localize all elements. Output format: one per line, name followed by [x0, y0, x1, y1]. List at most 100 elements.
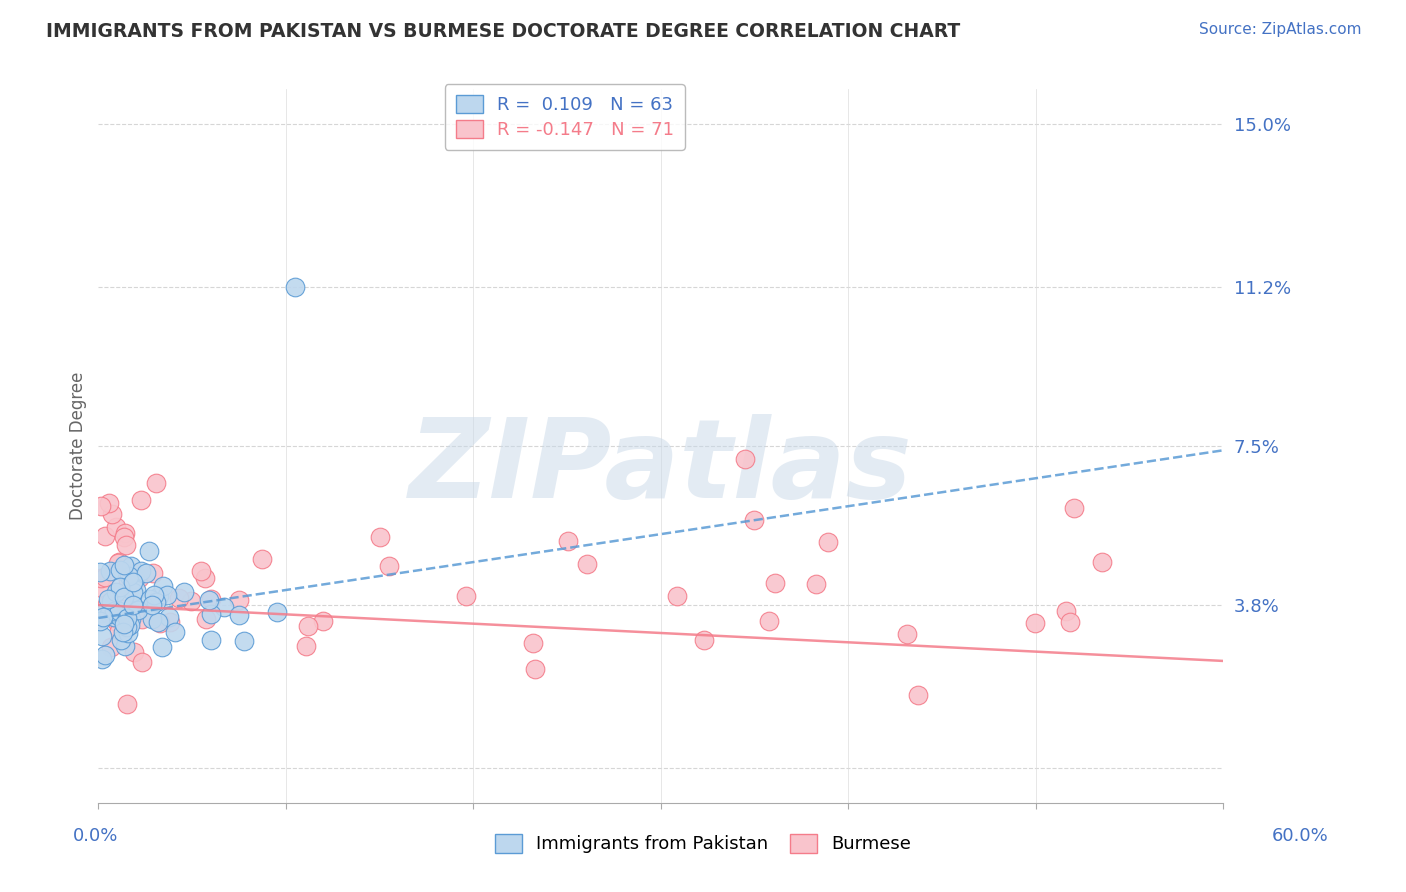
Point [108, 604, 131, 618]
Point [522, 636, 544, 650]
Point [108, 563, 131, 577]
Point [117, 626, 139, 640]
Point [233, 634, 256, 648]
Point [146, 615, 169, 629]
Point [110, 610, 132, 624]
Point [98, 607, 121, 622]
Point [228, 592, 250, 607]
Point [100, 640, 122, 654]
Point [378, 558, 401, 573]
Point [212, 599, 235, 614]
Point [666, 589, 689, 603]
Point [108, 624, 131, 638]
Point [150, 640, 173, 654]
Point [90, 500, 112, 514]
Point [1063, 501, 1085, 516]
Point [100, 507, 122, 521]
Point [110, 633, 132, 648]
Point [312, 615, 335, 629]
Point [167, 591, 190, 606]
Point [101, 605, 124, 619]
Point [148, 590, 170, 604]
Point [157, 610, 180, 624]
Point [763, 576, 786, 591]
Point [112, 602, 135, 616]
Point [90, 651, 112, 665]
Y-axis label: Doctorate Degree: Doctorate Degree [69, 372, 87, 520]
Point [118, 617, 141, 632]
Point [200, 591, 222, 606]
Point [190, 564, 212, 578]
Legend: R =  0.109   N = 63, R = -0.147   N = 71: R = 0.109 N = 63, R = -0.147 N = 71 [444, 84, 685, 150]
Point [98, 564, 121, 578]
Point [112, 590, 135, 604]
Point [297, 618, 319, 632]
Text: 0.0%: 0.0% [73, 827, 118, 845]
Point [195, 612, 218, 626]
Point [125, 583, 148, 598]
Point [96, 598, 118, 612]
Point [131, 612, 153, 626]
Point [114, 640, 136, 654]
Point [693, 633, 716, 648]
Point [557, 534, 579, 549]
Point [250, 551, 273, 566]
Point [1024, 615, 1046, 630]
Point [200, 632, 222, 647]
Point [105, 585, 128, 599]
Point [266, 605, 288, 619]
Point [1054, 604, 1077, 618]
Point [742, 513, 765, 527]
Point [180, 594, 202, 608]
Point [758, 614, 780, 628]
Point [1059, 615, 1081, 629]
Point [120, 612, 142, 626]
Point [94, 570, 117, 584]
Point [108, 580, 131, 594]
Point [117, 573, 139, 587]
Point [112, 558, 135, 572]
Point [295, 639, 318, 653]
Point [806, 577, 828, 591]
Point [100, 594, 122, 608]
Point [145, 475, 167, 490]
Point [94, 648, 117, 663]
Point [454, 589, 477, 603]
Point [129, 492, 152, 507]
Point [107, 556, 129, 570]
Point [89, 566, 111, 580]
Point [103, 604, 125, 618]
Point [149, 616, 172, 631]
Point [145, 594, 167, 608]
Point [284, 280, 307, 294]
Point [94, 528, 117, 542]
Point [114, 617, 136, 632]
Point [122, 575, 145, 590]
Point [131, 564, 153, 578]
Point [103, 610, 125, 624]
Point [112, 530, 135, 544]
Point [156, 588, 179, 602]
Text: 60.0%: 60.0% [1272, 827, 1329, 845]
Point [104, 609, 127, 624]
Point [115, 609, 138, 624]
Point [97, 592, 120, 607]
Point [90, 571, 112, 585]
Point [127, 602, 149, 616]
Point [228, 607, 250, 622]
Point [108, 555, 131, 569]
Point [91, 606, 114, 620]
Point [105, 615, 128, 629]
Point [368, 531, 391, 545]
Point [194, 571, 217, 585]
Point [115, 611, 138, 625]
Point [907, 688, 929, 702]
Point [141, 612, 163, 626]
Point [734, 451, 756, 466]
Point [118, 582, 141, 597]
Point [575, 557, 598, 571]
Point [112, 624, 135, 639]
Point [138, 544, 160, 558]
Point [139, 591, 162, 606]
Point [114, 525, 136, 540]
